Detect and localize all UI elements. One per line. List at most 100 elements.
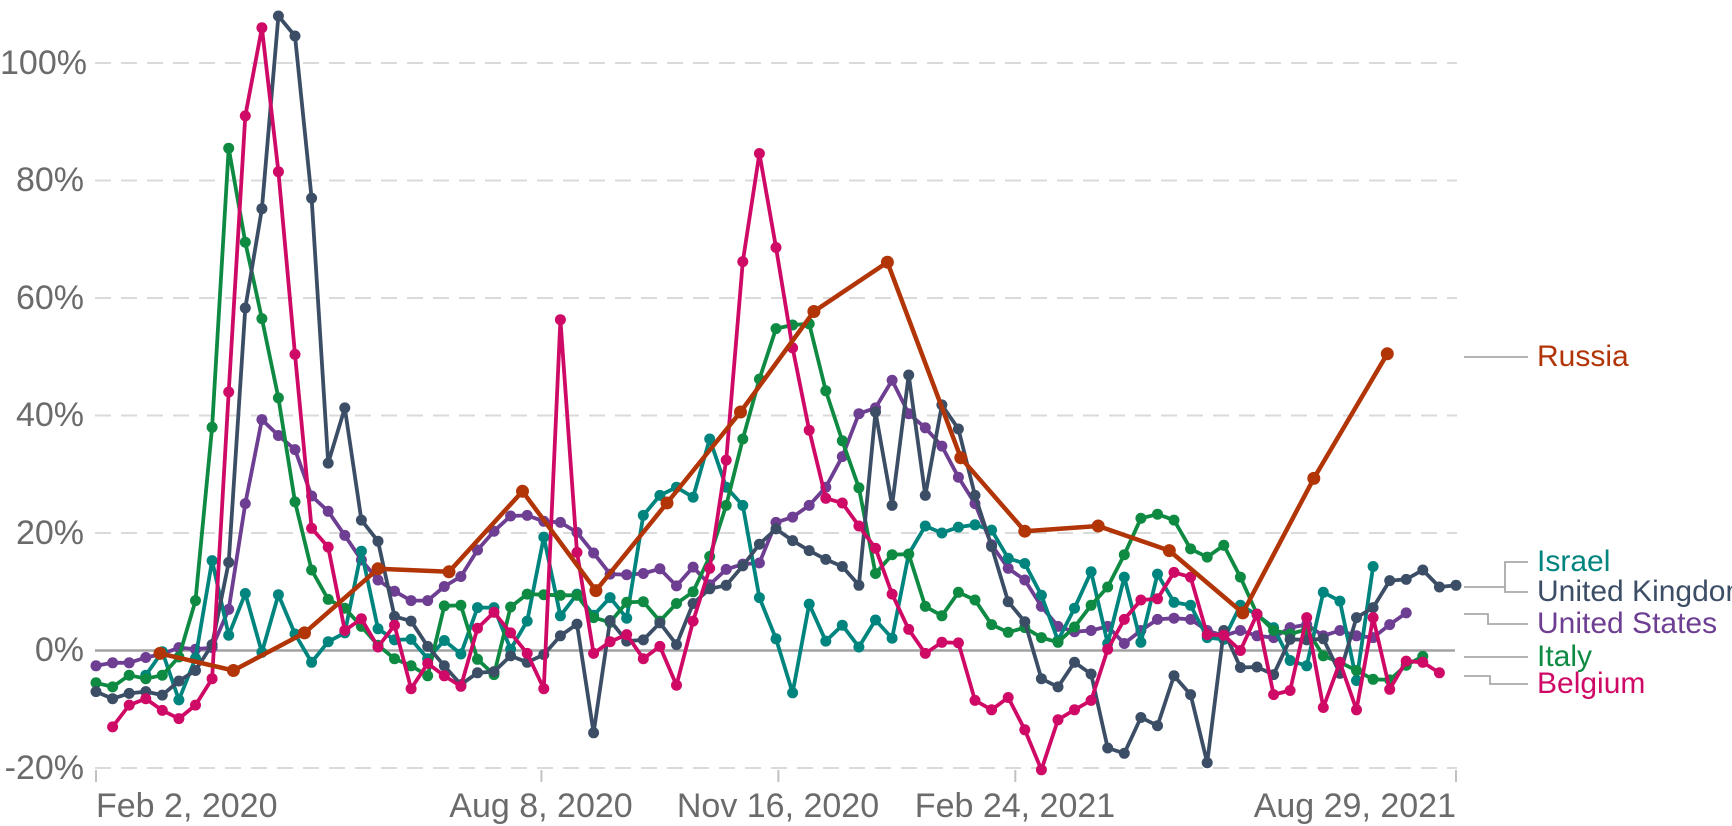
data-point-russia xyxy=(1018,524,1032,538)
data-point-israel xyxy=(223,629,235,641)
y-axis-tick-label: 40% xyxy=(15,396,84,434)
data-point-united-kingdom xyxy=(770,523,782,535)
data-point-israel xyxy=(322,636,334,648)
data-point-italy xyxy=(1052,636,1064,648)
data-point-belgium xyxy=(521,647,533,659)
data-point-italy xyxy=(903,548,915,560)
data-point-united-states xyxy=(389,585,400,597)
data-point-italy xyxy=(637,596,649,608)
data-point-united-kingdom xyxy=(1019,616,1031,628)
data-point-united-kingdom xyxy=(1052,681,1064,693)
data-point-belgium xyxy=(820,492,832,504)
legend-label-belgium[interactable]: Belgium xyxy=(1537,667,1646,700)
data-point-italy xyxy=(720,499,732,511)
data-point-italy xyxy=(554,589,566,601)
data-point-italy xyxy=(107,681,119,693)
data-point-russia xyxy=(880,255,894,269)
x-axis-tick-label: Aug 8, 2020 xyxy=(449,787,633,825)
data-point-israel xyxy=(472,602,483,614)
data-point-belgium xyxy=(969,694,981,706)
data-point-belgium xyxy=(1002,692,1014,703)
legend-label-united-kingdom[interactable]: United Kingdom xyxy=(1537,575,1732,608)
data-point-belgium xyxy=(505,627,517,639)
data-point-belgium xyxy=(1135,594,1147,606)
data-point-belgium xyxy=(107,721,119,733)
data-point-italy xyxy=(770,323,782,335)
data-point-russia xyxy=(516,484,529,498)
data-point-italy xyxy=(1367,673,1379,685)
data-point-united-kingdom xyxy=(820,553,832,565)
legend-label-russia[interactable]: Russia xyxy=(1537,340,1629,373)
y-axis-tick-label: 100% xyxy=(0,44,87,82)
data-point-united-states xyxy=(919,422,931,434)
data-point-italy xyxy=(322,593,334,605)
data-point-belgium xyxy=(389,619,400,631)
data-point-russia xyxy=(1307,471,1321,485)
data-point-belgium xyxy=(156,704,168,716)
data-point-israel xyxy=(272,589,284,601)
legend-label-italy[interactable]: Italy xyxy=(1537,640,1593,673)
data-point-united-kingdom xyxy=(571,618,583,630)
data-point-united-kingdom xyxy=(123,687,135,699)
data-point-italy xyxy=(256,313,268,325)
data-point-united-kingdom xyxy=(870,406,881,418)
data-point-italy xyxy=(1168,514,1180,526)
series-line-russia[interactable] xyxy=(157,259,1390,673)
data-point-united-states xyxy=(753,557,765,569)
data-point-italy xyxy=(239,236,251,248)
y-axis-tick-label: -20% xyxy=(4,749,84,787)
data-point-italy xyxy=(1135,512,1147,524)
data-point-italy xyxy=(438,600,450,612)
data-point-united-kingdom xyxy=(239,302,251,314)
data-point-united-kingdom xyxy=(322,457,334,469)
legend-label-united-states[interactable]: United States xyxy=(1537,607,1718,640)
series-line-italy[interactable] xyxy=(94,146,1425,689)
data-point-united-kingdom xyxy=(156,689,168,701)
data-point-belgium xyxy=(986,704,998,716)
data-point-belgium xyxy=(472,622,483,634)
data-point-united-states xyxy=(505,510,517,522)
data-point-united-kingdom xyxy=(654,617,666,629)
data-point-belgium xyxy=(272,166,284,178)
data-point-belgium xyxy=(1417,656,1429,668)
legend-label-israel[interactable]: Israel xyxy=(1537,545,1611,578)
data-point-united-kingdom xyxy=(422,640,434,652)
data-point-united-kingdom xyxy=(753,538,765,550)
data-point-italy xyxy=(886,549,898,561)
data-point-united-states xyxy=(886,374,898,386)
data-point-united-states xyxy=(256,414,268,426)
data-point-belgium xyxy=(1351,704,1362,716)
data-point-united-states xyxy=(853,408,865,420)
data-point-italy xyxy=(952,586,964,598)
data-point-belgium xyxy=(1168,566,1180,578)
data-point-united-kingdom xyxy=(1135,712,1147,723)
data-point-italy xyxy=(671,598,682,609)
data-point-belgium xyxy=(289,348,301,360)
data-point-united-kingdom xyxy=(355,514,367,526)
data-point-belgium xyxy=(936,636,948,648)
data-point-united-kingdom xyxy=(472,667,483,679)
data-point-united-states xyxy=(1019,574,1031,586)
data-point-italy xyxy=(737,433,749,445)
x-axis-tick-label: Feb 24, 2021 xyxy=(914,787,1116,825)
data-point-belgium xyxy=(1301,612,1313,624)
data-point-israel xyxy=(853,641,865,653)
data-point-belgium xyxy=(704,562,716,574)
data-point-united-kingdom xyxy=(1185,689,1197,701)
series-line-united-states[interactable] xyxy=(94,378,1409,668)
data-point-belgium xyxy=(1268,689,1280,701)
data-point-israel xyxy=(737,499,749,511)
data-point-italy xyxy=(588,612,600,624)
data-point-italy xyxy=(919,600,931,612)
data-point-united-states xyxy=(637,568,649,579)
data-point-united-kingdom xyxy=(339,402,351,414)
data-point-belgium xyxy=(919,647,931,659)
data-point-italy xyxy=(289,496,301,508)
data-point-italy xyxy=(190,595,201,607)
data-point-united-states xyxy=(1234,625,1246,636)
data-point-italy xyxy=(1218,539,1230,551)
data-point-russia xyxy=(1162,544,1176,558)
data-point-italy xyxy=(870,568,881,579)
data-point-belgium xyxy=(538,683,550,695)
